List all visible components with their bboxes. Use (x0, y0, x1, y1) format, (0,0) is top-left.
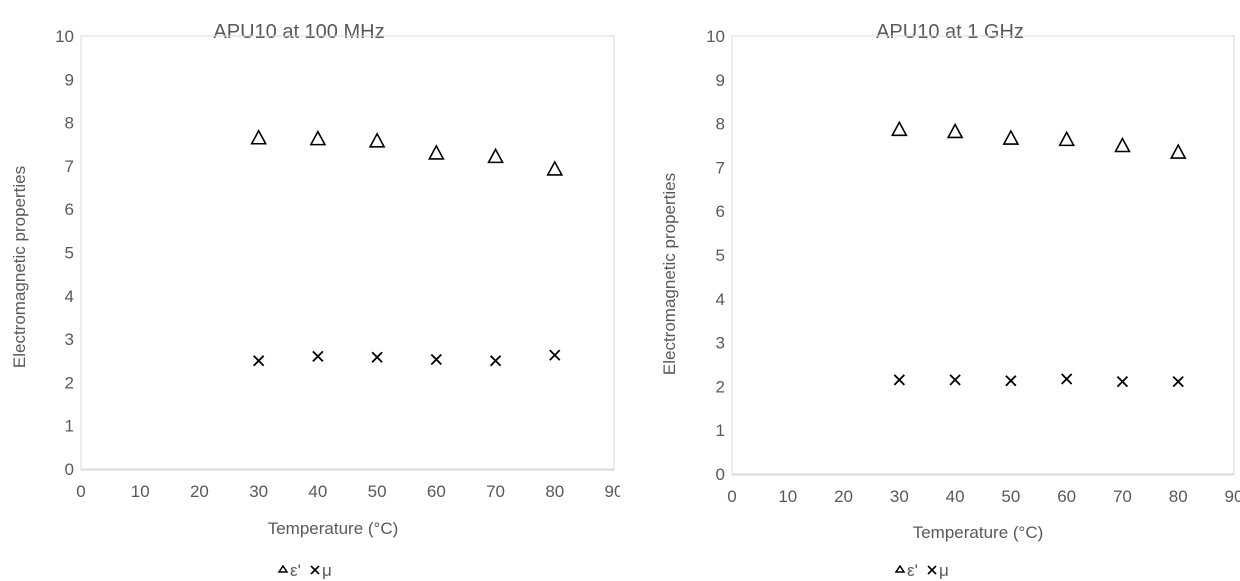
x-tick-label: 40 (946, 487, 965, 506)
y-tick-label: 8 (65, 114, 74, 133)
y-tick-label: 1 (65, 417, 74, 436)
legend-triangle-icon (277, 564, 289, 573)
data-point-cross (371, 351, 383, 363)
y-tick-label: 5 (716, 246, 725, 265)
y-tick-label: 7 (716, 158, 725, 177)
y-tick-label: 10 (706, 27, 725, 46)
legend-label-mu: μ (939, 561, 949, 580)
x-tick-label: 80 (1169, 487, 1188, 506)
chart-apu10-1ghz: APU10 at 1 GHz 0 1 2 3 4 5 6 7 8 9 10 0 10 20 30 40 50 6… (620, 0, 1240, 581)
y-axis-label: Electromagnetic properties (660, 173, 679, 375)
legend-cross-icon (927, 565, 937, 575)
x-tick-label: 70 (486, 482, 505, 501)
x-tick-label: 70 (1113, 487, 1132, 506)
legend-triangle-icon (894, 564, 906, 573)
chart-apu10-100mhz: APU10 at 100 MHz 0 1 2 3 4 5 6 7 8 9 10 0 10 20 30 40 5… (10, 21, 620, 580)
data-point-cross (1116, 375, 1129, 388)
chart-svg-left: APU10 at 100 MHz 0 1 2 3 4 5 6 7 8 9 10 0 10 20 30 40 5… (10, 21, 620, 580)
data-point-cross (489, 355, 502, 367)
y-tick-label: 6 (716, 202, 725, 221)
data-point-triangle (1169, 143, 1187, 159)
x-tick-labels: 0 10 20 30 40 50 60 70 80 90 (727, 487, 1240, 506)
x-tick-label: 20 (834, 487, 853, 506)
legend: ε' μ (894, 561, 949, 580)
chart-title: APU10 at 1 GHz (876, 21, 1024, 43)
x-tick-label: 60 (427, 482, 446, 501)
legend-cross-icon (310, 565, 320, 575)
data-point-cross (1005, 375, 1017, 387)
x-tick-label: 40 (308, 482, 327, 501)
x-tick-label: 0 (76, 482, 85, 501)
plot-area-border (80, 35, 615, 471)
x-tick-label: 30 (249, 482, 268, 501)
y-tick-label: 9 (716, 71, 725, 90)
x-tick-label: 60 (1057, 487, 1076, 506)
data-point-triangle (427, 144, 445, 160)
data-point-cross (893, 374, 905, 386)
y-tick-label: 0 (65, 460, 74, 479)
chart-title: APU10 at 100 MHz (213, 21, 384, 43)
x-tick-label: 0 (727, 487, 736, 506)
y-tick-label: 8 (716, 115, 725, 134)
chart-svg-right: APU10 at 1 GHz 0 1 2 3 4 5 6 7 8 9 10 0 10 20 30 40 50 6… (660, 21, 1240, 580)
data-point-triangle (487, 147, 504, 164)
y-tick-label: 3 (716, 334, 725, 353)
data-point-triangle (368, 132, 386, 148)
data-point-cross (1172, 375, 1184, 388)
data-marks (250, 129, 564, 367)
y-tick-label: 7 (65, 157, 74, 176)
data-point-triangle (309, 129, 327, 146)
data-point-triangle (546, 160, 564, 176)
y-tick-label: 6 (65, 200, 74, 219)
y-tick-label: 9 (65, 70, 74, 89)
x-tick-label: 50 (1001, 487, 1020, 506)
y-tick-labels: 0 1 2 3 4 5 6 7 8 9 10 (55, 27, 74, 479)
x-tick-label: 30 (890, 487, 909, 506)
x-tick-label: 10 (778, 487, 797, 506)
y-tick-label: 10 (55, 27, 74, 46)
x-axis-label: Temperature (°C) (913, 523, 1044, 542)
data-point-triangle (946, 122, 964, 139)
plot-area-border (731, 35, 1235, 476)
y-tick-label: 2 (716, 377, 725, 396)
legend-label-mu: μ (322, 561, 332, 580)
data-point-cross (949, 374, 961, 386)
x-tick-label: 20 (190, 482, 209, 501)
data-point-triangle (1002, 129, 1020, 145)
y-tick-labels: 0 1 2 3 4 5 6 7 8 9 10 (706, 27, 725, 484)
legend-label-eps: ε' (290, 561, 301, 580)
data-point-triangle (1114, 136, 1131, 153)
x-tick-label: 80 (545, 482, 564, 501)
y-tick-label: 5 (65, 244, 74, 263)
x-tick-labels: 0 10 20 30 40 50 60 70 80 90 (76, 482, 620, 501)
legend-label-eps: ε' (907, 561, 918, 580)
y-tick-label: 3 (65, 330, 74, 349)
data-point-triangle (1058, 130, 1076, 147)
data-point-cross (1061, 373, 1073, 385)
y-tick-label: 2 (65, 373, 74, 392)
x-tick-label: 10 (131, 482, 150, 501)
data-point-cross (549, 349, 561, 361)
y-axis-label: Electromagnetic properties (10, 166, 29, 368)
x-axis-label: Temperature (°C) (268, 519, 399, 538)
y-tick-label: 4 (716, 290, 725, 309)
data-point-cross (312, 350, 324, 363)
y-tick-label: 1 (716, 421, 725, 440)
data-point-triangle (890, 120, 908, 137)
x-tick-label: 90 (1225, 487, 1240, 506)
data-marks (890, 120, 1187, 388)
legend: ε' μ (277, 561, 332, 580)
x-tick-label: 50 (368, 482, 387, 501)
data-point-triangle (250, 129, 268, 145)
data-point-cross (253, 355, 265, 367)
data-point-cross (430, 353, 442, 366)
y-tick-label: 0 (716, 465, 725, 484)
x-tick-label: 90 (605, 482, 620, 501)
y-tick-label: 4 (65, 287, 74, 306)
